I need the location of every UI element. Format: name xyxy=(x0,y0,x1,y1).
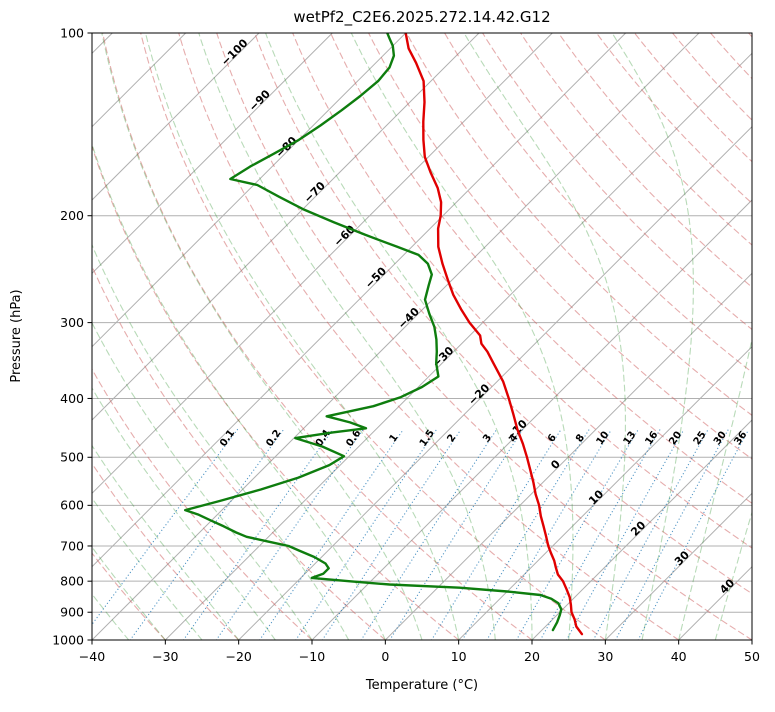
chart-title: wetPf2_C2E6.2025.272.14.42.G12 xyxy=(293,8,550,27)
svg-text:−30: −30 xyxy=(430,344,457,371)
svg-text:300: 300 xyxy=(60,315,84,330)
svg-text:−40: −40 xyxy=(395,305,422,332)
dewpoint-line xyxy=(184,33,563,632)
svg-text:−20: −20 xyxy=(225,649,251,664)
svg-text:−30: −30 xyxy=(152,649,178,664)
svg-text:8: 8 xyxy=(574,432,587,444)
profiles xyxy=(184,33,584,636)
y-axis-title: Pressure (hPa) xyxy=(9,289,24,382)
svg-text:1000: 1000 xyxy=(52,632,84,647)
dry-adiabats xyxy=(92,33,752,640)
svg-text:6: 6 xyxy=(546,432,559,444)
pressure-gridlines xyxy=(92,32,752,641)
svg-text:0.2: 0.2 xyxy=(264,428,283,449)
svg-text:100: 100 xyxy=(60,25,84,40)
svg-text:400: 400 xyxy=(60,391,84,406)
svg-text:10: 10 xyxy=(586,487,606,507)
svg-text:30: 30 xyxy=(597,649,613,664)
svg-text:40: 40 xyxy=(671,649,687,664)
svg-text:1: 1 xyxy=(388,432,401,444)
svg-text:−20: −20 xyxy=(466,381,493,408)
svg-text:800: 800 xyxy=(60,573,84,588)
svg-text:16: 16 xyxy=(643,430,660,448)
svg-text:200: 200 xyxy=(60,208,84,223)
svg-text:700: 700 xyxy=(60,538,84,553)
x-axis: −40 −30 −20 −10 0 10 20 30 40 50 xyxy=(79,640,760,664)
moist-adiabats xyxy=(92,33,752,640)
y-axis: 100 200 300 400 500 600 700 800 900 1000 xyxy=(52,25,92,647)
svg-text:0.1: 0.1 xyxy=(218,428,237,449)
svg-text:30: 30 xyxy=(712,430,729,448)
svg-text:2: 2 xyxy=(445,432,458,444)
plot-area: 0.1 0.2 0.4 0.6 1 1.5 2 3 4 6 8 10 13 16 20 25 30 36−100−… xyxy=(52,25,760,664)
svg-text:−50: −50 xyxy=(363,264,390,291)
svg-text:1.5: 1.5 xyxy=(418,428,437,449)
svg-text:25: 25 xyxy=(692,430,709,448)
svg-text:−70: −70 xyxy=(301,179,328,206)
svg-text:−10: −10 xyxy=(299,649,325,664)
svg-text:−40: −40 xyxy=(79,649,105,664)
svg-text:3: 3 xyxy=(481,432,494,444)
temperature-line xyxy=(404,33,584,636)
isotherm-gridlines xyxy=(92,33,752,640)
svg-text:10: 10 xyxy=(451,649,467,664)
svg-text:40: 40 xyxy=(717,576,737,596)
svg-text:50: 50 xyxy=(744,649,760,664)
plot-frame xyxy=(91,32,753,641)
svg-text:900: 900 xyxy=(60,605,84,620)
svg-text:20: 20 xyxy=(524,649,540,664)
svg-text:500: 500 xyxy=(60,450,84,465)
x-axis-title: Temperature (°C) xyxy=(365,678,478,693)
svg-text:−90: −90 xyxy=(246,87,273,114)
svg-text:600: 600 xyxy=(60,498,84,513)
svg-text:20: 20 xyxy=(628,518,648,538)
svg-text:0: 0 xyxy=(381,649,389,664)
svg-text:10: 10 xyxy=(595,430,612,448)
svg-text:13: 13 xyxy=(622,430,639,448)
mixing-ratio-lines xyxy=(92,428,750,640)
